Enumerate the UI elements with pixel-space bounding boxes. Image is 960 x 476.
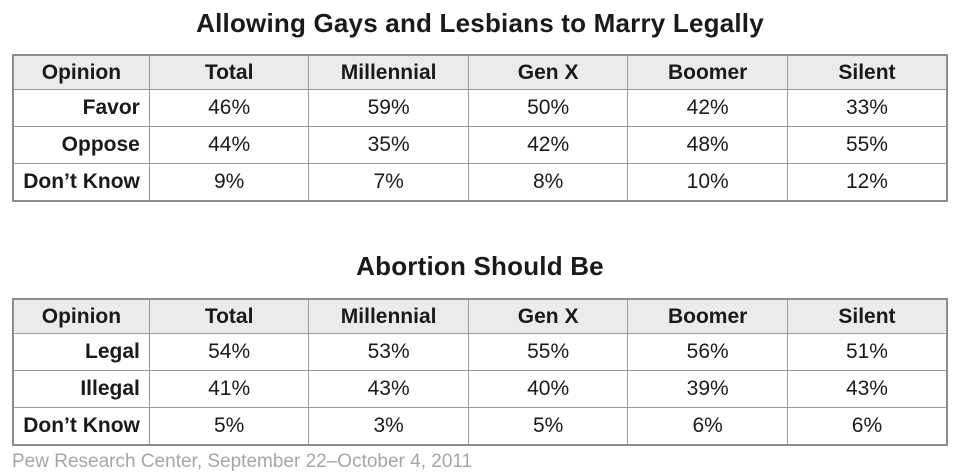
cell-value: 5% <box>148 407 310 446</box>
column-header-total: Total <box>148 298 310 334</box>
column-header-opinion: Opinion <box>12 54 150 90</box>
cell-value: 3% <box>308 407 469 446</box>
row-label: Illegal <box>12 370 150 408</box>
marriage-table: Opinion Total Millennial Gen X Boomer Si… <box>12 54 948 202</box>
column-header-total: Total <box>148 54 310 90</box>
row-label: Legal <box>12 333 150 371</box>
row-label: Favor <box>12 89 150 127</box>
cell-value: 42% <box>467 126 629 164</box>
table-row-oppose: Oppose 44% 35% 42% 48% 55% <box>12 126 948 164</box>
cell-value: 43% <box>786 370 948 408</box>
cell-value: 59% <box>308 89 469 127</box>
cell-value: 51% <box>786 333 948 371</box>
cell-value: 10% <box>627 163 788 202</box>
cell-value: 41% <box>148 370 310 408</box>
abortion-table-title: Abortion Should Be <box>356 251 604 281</box>
column-header-millennial: Millennial <box>308 298 469 334</box>
column-header-silent: Silent <box>786 54 948 90</box>
table-row-dont-know: Don’t Know 9% 7% 8% 10% 12% <box>12 163 948 202</box>
table-row-dont-know: Don’t Know 5% 3% 5% 6% 6% <box>12 407 948 446</box>
cell-value: 6% <box>627 407 788 446</box>
abortion-header-row: Opinion Total Millennial Gen X Boomer Si… <box>12 298 948 334</box>
cell-value: 53% <box>308 333 469 371</box>
cell-value: 43% <box>308 370 469 408</box>
table-row-illegal: Illegal 41% 43% 40% 39% 43% <box>12 370 948 408</box>
marriage-table-title: Allowing Gays and Lesbians to Marry Lega… <box>196 8 764 38</box>
cell-value: 55% <box>467 333 629 371</box>
cell-value: 6% <box>786 407 948 446</box>
cell-value: 55% <box>786 126 948 164</box>
cell-value: 12% <box>786 163 948 202</box>
cell-value: 44% <box>148 126 310 164</box>
table-row-favor: Favor 46% 59% 50% 42% 33% <box>12 89 948 127</box>
cell-value: 9% <box>148 163 310 202</box>
cell-value: 48% <box>627 126 788 164</box>
cell-value: 5% <box>467 407 629 446</box>
marriage-header-row: Opinion Total Millennial Gen X Boomer Si… <box>12 54 948 90</box>
column-header-boomer: Boomer <box>627 298 788 334</box>
column-header-genx: Gen X <box>467 298 629 334</box>
column-header-genx: Gen X <box>467 54 629 90</box>
column-header-boomer: Boomer <box>627 54 788 90</box>
abortion-table: Opinion Total Millennial Gen X Boomer Si… <box>12 298 948 446</box>
cell-value: 33% <box>786 89 948 127</box>
cell-value: 50% <box>467 89 629 127</box>
cell-value: 35% <box>308 126 469 164</box>
cell-value: 7% <box>308 163 469 202</box>
column-header-millennial: Millennial <box>308 54 469 90</box>
row-label: Don’t Know <box>12 407 150 446</box>
cell-value: 40% <box>467 370 629 408</box>
row-label: Don’t Know <box>12 163 150 202</box>
column-header-silent: Silent <box>786 298 948 334</box>
cell-value: 8% <box>467 163 629 202</box>
cell-value: 54% <box>148 333 310 371</box>
table-row-legal: Legal 54% 53% 55% 56% 51% <box>12 333 948 371</box>
cell-value: 42% <box>627 89 788 127</box>
column-header-opinion: Opinion <box>12 298 150 334</box>
cell-value: 56% <box>627 333 788 371</box>
source-attribution: Pew Research Center, September 22–Octobe… <box>12 451 473 472</box>
cell-value: 39% <box>627 370 788 408</box>
row-label: Oppose <box>12 126 150 164</box>
cell-value: 46% <box>148 89 310 127</box>
